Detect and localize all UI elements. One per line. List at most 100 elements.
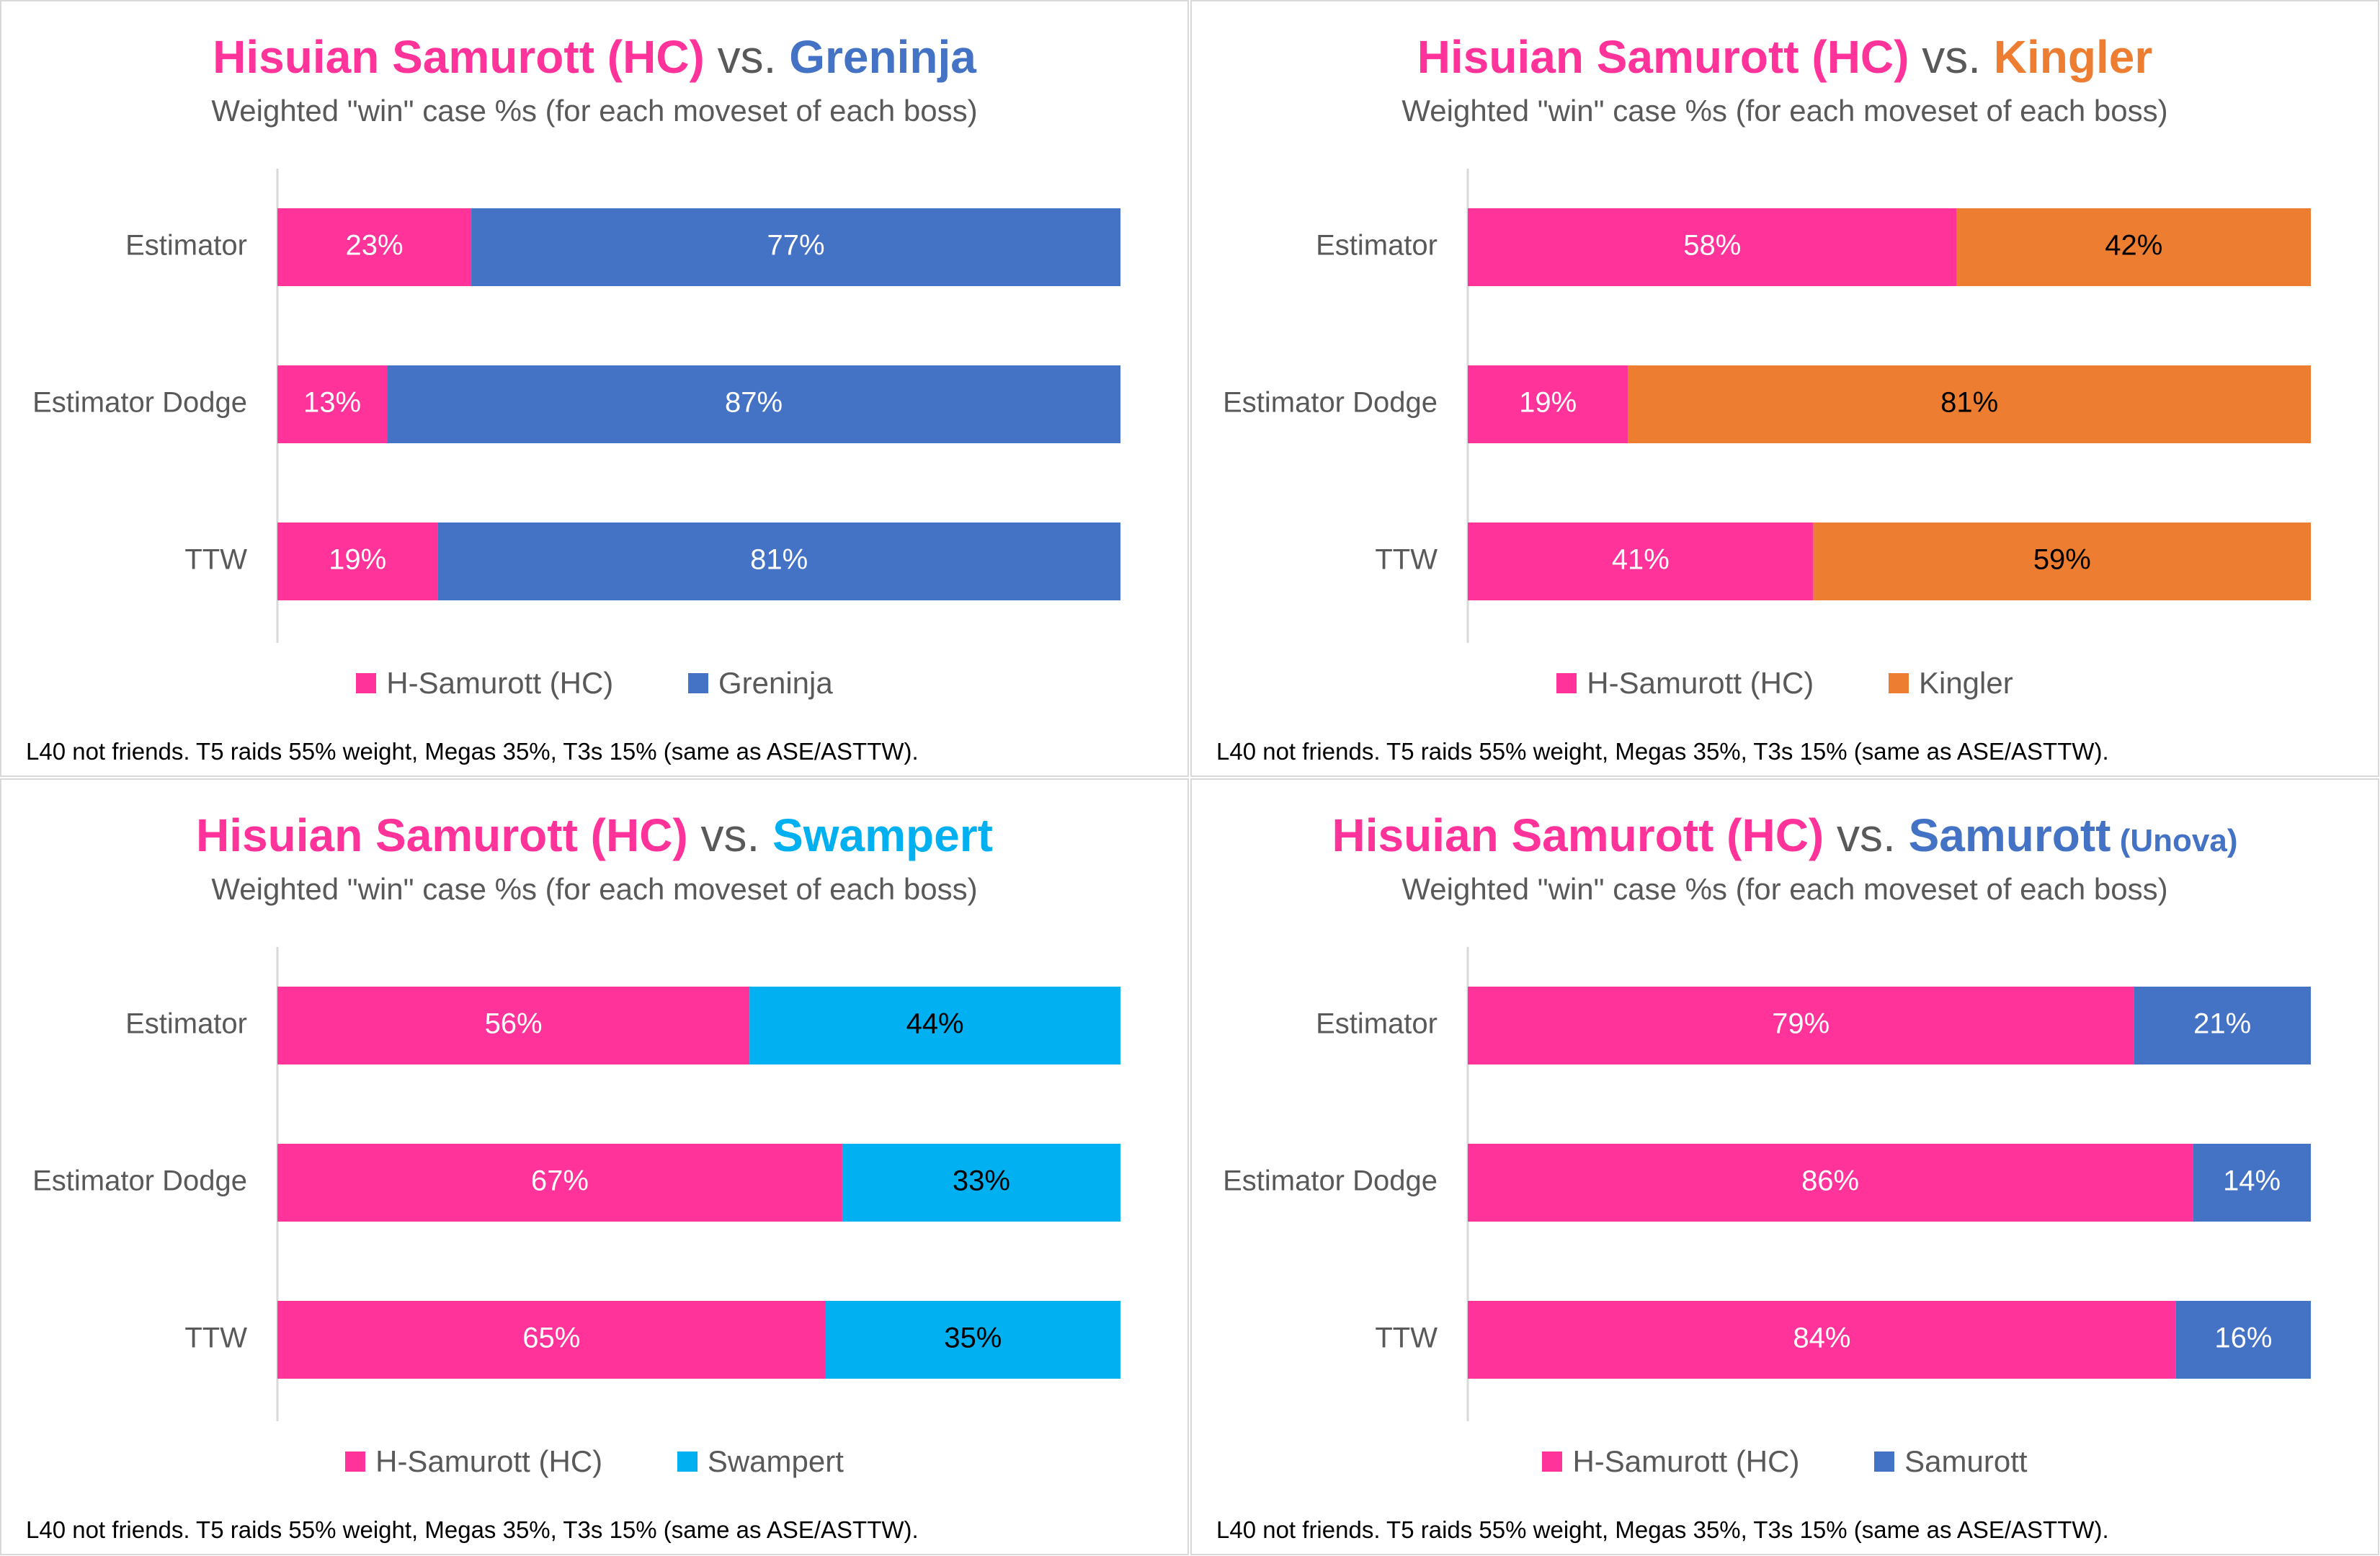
bar-segment-attacker — [1468, 365, 1628, 443]
bar-data-label: 13% — [303, 387, 361, 419]
legend-item-boss: Kingler — [1888, 666, 2013, 701]
plot-area: Estimator 56% 44% Estimator Dodge 67% 33% TTW 6… — [32, 947, 1120, 1421]
bar-segment-boss — [825, 1301, 1120, 1379]
chart-subtitle: Weighted "win" case %s (for each moveset… — [211, 872, 978, 906]
footnote: L40 not friends. T5 raids 55% weight, Me… — [26, 1516, 919, 1543]
bar-data-label: 79% — [1772, 1008, 1829, 1040]
chart-panel-samurott: Hisuian Samurott (HC) vs. Samurott (Unov… — [1190, 778, 2379, 1555]
bar-segment-attacker — [277, 365, 388, 443]
legend-swatch-attacker — [356, 673, 377, 693]
bar-data-label: 41% — [1612, 544, 1670, 576]
bar-data-label: 42% — [2105, 230, 2162, 262]
footnote: L40 not friends. T5 raids 55% weight, Me… — [26, 738, 919, 765]
category-label: Estimator Dodge — [32, 1165, 247, 1197]
bar-data-label: 86% — [1801, 1165, 1859, 1197]
bar-data-label: 19% — [329, 544, 386, 576]
category-label: Estimator — [125, 1008, 247, 1040]
legend-item-attacker: H-Samurott (HC) — [1556, 666, 1814, 701]
bar-data-label: 81% — [750, 544, 808, 576]
title-boss: Swampert — [772, 809, 993, 861]
bar-segment-attacker — [1468, 1301, 2176, 1379]
bar-segment-boss — [2193, 1144, 2311, 1222]
legend-label-boss: Kingler — [1918, 666, 2013, 700]
bar-data-label: 59% — [2033, 544, 2091, 576]
bar-segment-boss — [1813, 523, 2311, 600]
legend-swatch-boss — [1874, 1451, 1895, 1472]
bar-segment-boss — [842, 1144, 1120, 1222]
chart-subtitle: Weighted "win" case %s (for each moveset… — [1401, 94, 2168, 128]
chart-panel-kingler: Hisuian Samurott (HC) vs. Kingler Weight… — [1190, 0, 2379, 777]
category-label: Estimator Dodge — [1223, 1165, 1438, 1197]
legend-item-boss: Greninja — [687, 666, 833, 701]
chart-title: Hisuian Samurott (HC) vs. Kingler — [1192, 30, 2378, 84]
footnote: L40 not friends. T5 raids 55% weight, Me… — [1216, 1516, 2109, 1543]
chart-title: Hisuian Samurott (HC) vs. Samurott (Unov… — [1192, 809, 2378, 862]
legend-swatch-attacker — [1556, 673, 1577, 693]
legend: H-Samurott (HC) Kingler — [1192, 666, 2378, 701]
legend: H-Samurott (HC) Greninja — [1, 666, 1187, 701]
title-attacker: Hisuian Samurott (HC) — [1417, 31, 1909, 83]
category-label: TTW — [184, 1322, 247, 1354]
bar-data-label: 81% — [1940, 387, 1998, 419]
title-attacker: Hisuian Samurott (HC) — [213, 31, 705, 83]
category-label: Estimator Dodge — [32, 387, 247, 419]
bar-segment-attacker — [277, 208, 472, 286]
bar-data-label: 44% — [906, 1008, 964, 1040]
title-boss: Samurott — [1908, 809, 2111, 861]
chart-panel-greninja: Hisuian Samurott (HC) vs. Greninja Weigh… — [0, 0, 1189, 777]
bar-data-label: 56% — [485, 1008, 543, 1040]
title-boss-qualifier: (Unova) — [2111, 823, 2238, 858]
bar-data-label: 21% — [2193, 1008, 2251, 1040]
bar-data-label: 87% — [725, 387, 783, 419]
category-label: Estimator — [1316, 230, 1438, 262]
title-vs: vs. — [1909, 31, 1994, 83]
legend-item-attacker: H-Samurott (HC) — [345, 1444, 602, 1479]
bar-data-label: 19% — [1519, 387, 1577, 419]
bar-segment-boss — [1628, 365, 2311, 443]
bar-segment-attacker — [1468, 208, 1957, 286]
bar-segment-attacker — [277, 987, 750, 1064]
legend-label-boss: Swampert — [707, 1444, 844, 1478]
chart-title: Hisuian Samurott (HC) vs. Greninja — [1, 30, 1187, 84]
title-boss: Kingler — [1993, 31, 2153, 83]
legend-label-attacker: H-Samurott (HC) — [1572, 1444, 1800, 1478]
legend: H-Samurott (HC) Samurott — [1192, 1444, 2378, 1479]
bar-data-label: 16% — [2214, 1322, 2272, 1354]
plot-area: Estimator 23% 77% Estimator Dodge 13% 87% TTW 1… — [32, 169, 1120, 643]
legend-label-boss: Greninja — [718, 666, 833, 700]
bar-data-label: 84% — [1793, 1322, 1850, 1354]
legend-item-attacker: H-Samurott (HC) — [356, 666, 613, 701]
legend-label-attacker: H-Samurott (HC) — [375, 1444, 603, 1478]
bar-segment-attacker — [1468, 523, 1814, 600]
legend-item-boss: Swampert — [677, 1444, 844, 1479]
title-attacker: Hisuian Samurott (HC) — [1332, 809, 1824, 861]
chart-title: Hisuian Samurott (HC) vs. Swampert — [1, 809, 1187, 862]
bar-data-label: 35% — [944, 1322, 1002, 1354]
legend-label-attacker: H-Samurott (HC) — [1587, 666, 1814, 700]
plot-area: Estimator 58% 42% Estimator Dodge 19% 81% TTW 4… — [1223, 169, 2311, 643]
legend-swatch-boss — [677, 1451, 697, 1472]
bar-segment-boss — [471, 208, 1120, 286]
bar-segment-attacker — [277, 1144, 842, 1222]
category-label: TTW — [184, 544, 247, 576]
category-label: TTW — [1375, 1322, 1438, 1354]
bar-segment-attacker — [277, 523, 438, 600]
chart-subtitle: Weighted "win" case %s (for each moveset… — [1401, 872, 2168, 906]
legend: H-Samurott (HC) Swampert — [1, 1444, 1187, 1479]
category-label: Estimator — [1316, 1008, 1438, 1040]
bar-segment-boss — [2134, 987, 2311, 1064]
legend-label-boss: Samurott — [1904, 1444, 2028, 1478]
title-attacker: Hisuian Samurott (HC) — [196, 809, 688, 861]
bar-segment-boss — [387, 365, 1120, 443]
bar-segment-boss — [2175, 1301, 2311, 1379]
bar-data-label: 65% — [522, 1322, 580, 1354]
title-vs: vs. — [704, 31, 790, 83]
footnote: L40 not friends. T5 raids 55% weight, Me… — [1216, 738, 2109, 765]
bar-data-label: 23% — [346, 230, 404, 262]
bar-data-label: 33% — [953, 1165, 1010, 1197]
title-vs: vs. — [1824, 809, 1909, 861]
legend-swatch-boss — [1888, 673, 1909, 693]
category-label: TTW — [1375, 544, 1438, 576]
legend-label-attacker: H-Samurott (HC) — [386, 666, 614, 700]
